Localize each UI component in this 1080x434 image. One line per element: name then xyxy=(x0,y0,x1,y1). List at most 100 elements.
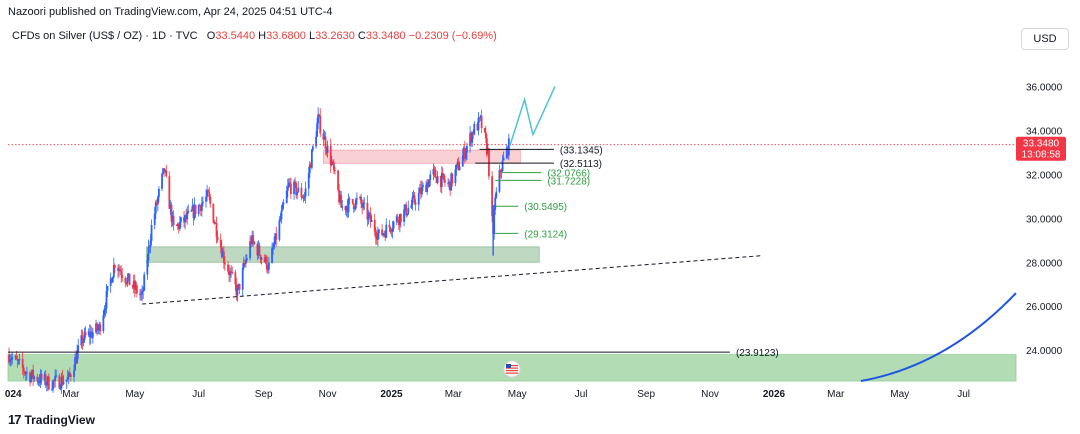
candle-body xyxy=(470,133,473,143)
candle-body xyxy=(345,206,348,211)
candle-body xyxy=(33,376,36,379)
candle-body xyxy=(154,202,157,214)
candle-body xyxy=(411,197,414,205)
candle-body xyxy=(485,138,488,154)
candle-body xyxy=(75,357,78,364)
high-label: H xyxy=(258,30,267,42)
candle-body xyxy=(502,157,505,161)
candle-body xyxy=(417,192,420,205)
candle-body xyxy=(426,182,429,193)
y-tick-label: 26.0000 xyxy=(1026,302,1063,313)
candle-body xyxy=(69,374,72,377)
candle-body xyxy=(124,277,127,283)
candle-body xyxy=(400,214,402,222)
candle-body xyxy=(432,168,435,175)
candle-body xyxy=(501,160,504,172)
candle-body xyxy=(105,291,108,309)
candle-body xyxy=(148,246,151,248)
candle-body xyxy=(347,198,350,213)
candle-body xyxy=(410,204,413,209)
candle-body xyxy=(192,205,195,219)
candle-body xyxy=(215,222,218,237)
candle-body xyxy=(442,174,445,180)
current-price-label: 33.3480 xyxy=(1023,139,1060,150)
candle-body xyxy=(126,277,129,284)
candle-body xyxy=(451,173,454,184)
candle-body xyxy=(462,147,465,156)
candle-body xyxy=(366,202,369,220)
x-tick-label: Mar xyxy=(445,389,463,400)
candle-body xyxy=(318,114,321,116)
symbol-legend: CFDs on Silver (US$ / OZ) · 1D · TVC O33… xyxy=(12,30,497,42)
candle-body xyxy=(354,199,357,209)
candle-body xyxy=(46,376,49,385)
candle-body xyxy=(98,324,101,329)
candle-body xyxy=(403,209,405,222)
candle-body xyxy=(382,233,385,236)
candle-body xyxy=(231,271,234,273)
symbol-name: CFDs on Silver (US$ / OZ) · 1D · TVC xyxy=(12,30,198,42)
candle-body xyxy=(287,182,290,187)
candle-body xyxy=(348,198,351,200)
candle-body xyxy=(274,233,277,245)
candle-body xyxy=(66,376,69,380)
candle-body xyxy=(448,181,451,184)
candle-body xyxy=(374,231,377,238)
candle-body xyxy=(88,331,91,338)
candle-body xyxy=(413,195,416,203)
candle-body xyxy=(55,375,58,377)
candle-body xyxy=(62,381,65,385)
x-tick-label: Sep xyxy=(637,389,655,400)
candle-body xyxy=(10,359,13,361)
candle-body xyxy=(429,174,432,180)
candle-body xyxy=(389,227,392,232)
candle-body xyxy=(257,245,260,256)
candle-body xyxy=(127,273,130,278)
candle-body xyxy=(376,233,379,240)
candle-body xyxy=(9,360,11,363)
candle-body xyxy=(258,245,261,256)
candle-body xyxy=(391,228,394,232)
candle-body xyxy=(149,241,152,248)
candle-body xyxy=(329,145,332,166)
level-label: (29.3124) xyxy=(524,229,567,240)
candle-body xyxy=(398,214,401,226)
candle-body xyxy=(59,388,62,390)
zone-pink-resistance xyxy=(322,149,521,164)
candle-body xyxy=(308,164,311,174)
currency-button[interactable]: USD xyxy=(1021,28,1069,50)
candle-body xyxy=(280,210,283,220)
candle-body xyxy=(463,147,466,159)
candle-body xyxy=(469,133,471,146)
candle-body xyxy=(458,166,461,171)
candle-body xyxy=(316,123,319,137)
candle-body xyxy=(506,147,509,156)
candle-body xyxy=(253,241,256,244)
candle-body xyxy=(186,212,189,220)
x-tick-label: May xyxy=(508,389,527,400)
candle-body xyxy=(447,182,449,184)
candle-body xyxy=(80,335,83,346)
candle-body xyxy=(455,164,458,170)
x-tick-label: 2025 xyxy=(380,389,403,400)
candle-body xyxy=(219,240,222,248)
candle-body xyxy=(499,170,502,172)
candle-body xyxy=(106,285,109,292)
tradingview-logo-icon: 17 xyxy=(8,412,22,427)
candle-body xyxy=(356,198,358,200)
candle-body xyxy=(288,182,291,185)
candle-body xyxy=(30,375,32,383)
candle-body xyxy=(113,265,116,268)
candle-body xyxy=(236,288,239,296)
candle-body xyxy=(479,115,482,118)
candle-body xyxy=(223,262,226,265)
candle-body xyxy=(163,168,166,172)
current-price-badge xyxy=(1016,136,1066,161)
candle-body xyxy=(373,219,376,232)
candle-body xyxy=(325,148,328,153)
candle-body xyxy=(310,149,313,168)
candle-body xyxy=(381,229,383,236)
candle-body xyxy=(178,222,181,229)
us-flag-icon-stripe xyxy=(506,370,518,372)
